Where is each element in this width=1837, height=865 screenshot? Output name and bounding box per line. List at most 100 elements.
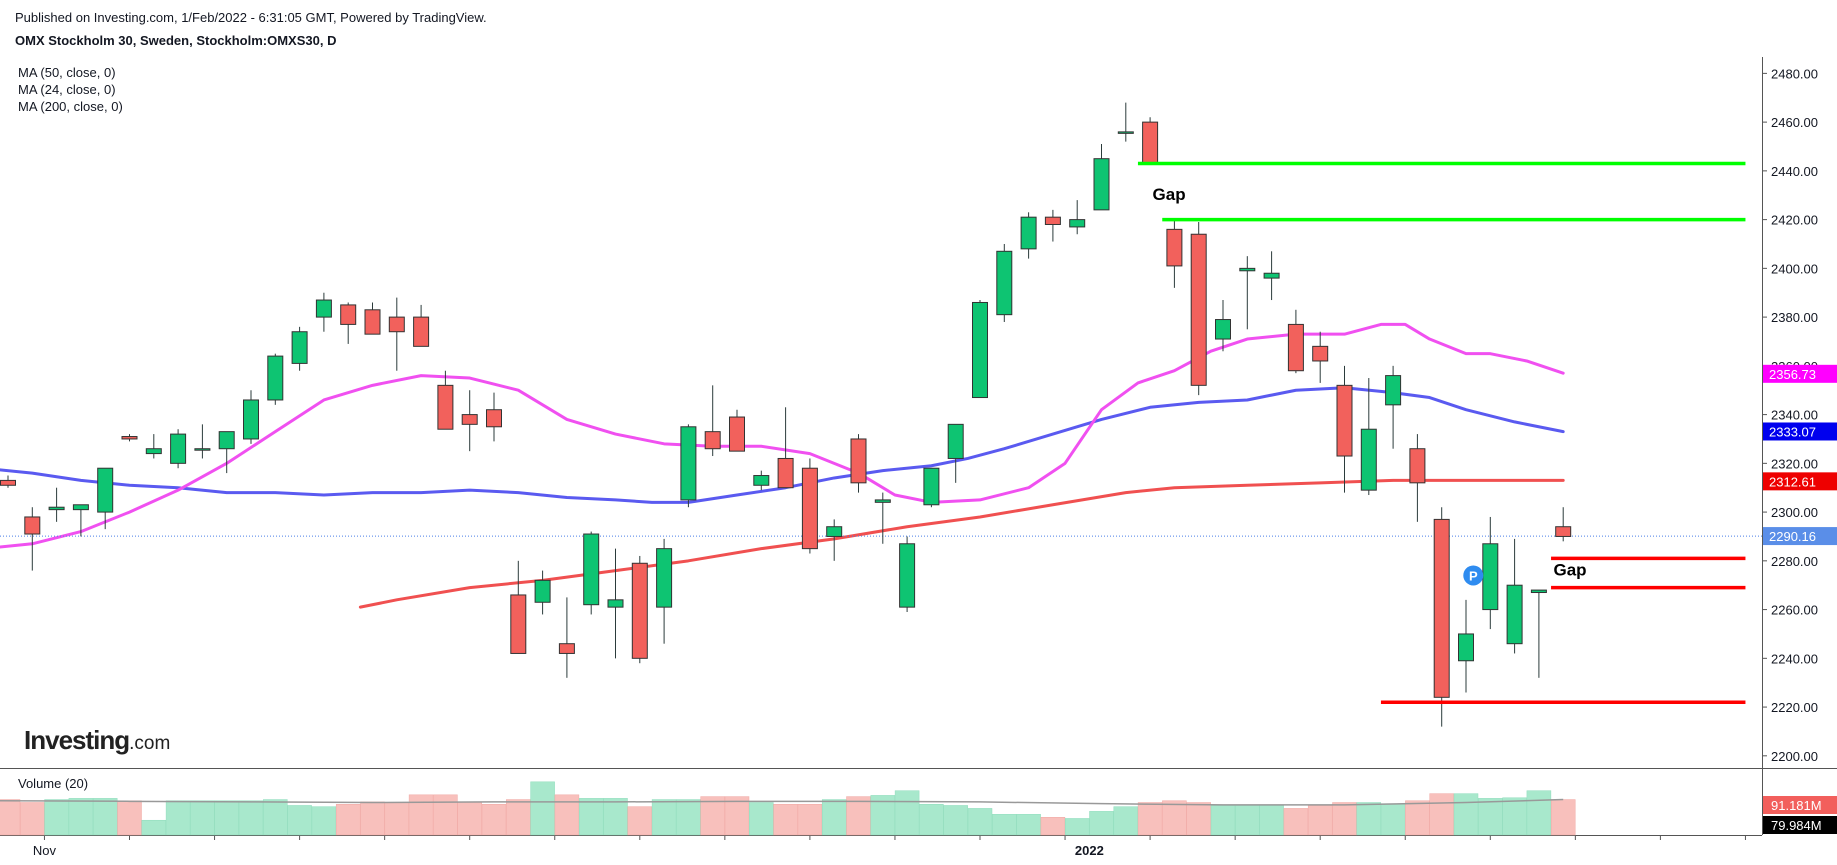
- investing-logo: Investing.com: [24, 725, 170, 756]
- volume-bar: [141, 819, 167, 836]
- candle-body[interactable]: [972, 301, 988, 399]
- candle-body[interactable]: [48, 506, 65, 511]
- candle-body[interactable]: [461, 414, 478, 425]
- volume-bar: [1186, 802, 1211, 836]
- candle-body[interactable]: [1044, 216, 1061, 225]
- candle-body[interactable]: [1166, 228, 1183, 267]
- candle-body[interactable]: [801, 467, 818, 550]
- candle-body[interactable]: [1312, 345, 1329, 362]
- p-marker-icon[interactable]: [1463, 565, 1484, 586]
- candle-body[interactable]: [826, 526, 843, 537]
- candle-body[interactable]: [656, 548, 673, 608]
- candle-body[interactable]: [486, 409, 502, 428]
- indicator-ma200[interactable]: MA (200, close, 0): [18, 99, 123, 114]
- candle-body[interactable]: [72, 504, 89, 511]
- candle-body[interactable]: [1458, 633, 1474, 662]
- candle-body[interactable]: [1142, 121, 1159, 165]
- volume-bar: [992, 814, 1017, 836]
- candle-body[interactable]: [315, 299, 332, 318]
- candle-body[interactable]: [874, 499, 891, 503]
- time-tick-label: Nov: [33, 843, 57, 858]
- candle-body[interactable]: [1482, 543, 1499, 611]
- gap-annotation[interactable]: Gap: [1153, 185, 1186, 204]
- price-label: 2333.07: [1769, 424, 1816, 439]
- candle-body[interactable]: [1239, 267, 1256, 272]
- candle-body[interactable]: [1433, 518, 1450, 698]
- candle-body[interactable]: [1190, 233, 1207, 386]
- candle-body[interactable]: [558, 643, 575, 654]
- indicator-ma50[interactable]: MA (50, close, 0): [18, 65, 116, 80]
- candle-body[interactable]: [145, 448, 162, 455]
- candle-body[interactable]: [947, 423, 964, 459]
- candle-body[interactable]: [1287, 323, 1304, 372]
- candle-body[interactable]: [1409, 448, 1426, 484]
- volume-bar: [749, 802, 774, 836]
- candle-body[interactable]: [243, 399, 259, 440]
- volume-bar: [1550, 799, 1576, 836]
- candle-body[interactable]: [170, 433, 187, 464]
- candle-body[interactable]: [1069, 219, 1086, 228]
- candle-body[interactable]: [510, 594, 527, 654]
- candle-body[interactable]: [1555, 526, 1572, 537]
- price-label: 2356.73: [1769, 367, 1816, 382]
- price-tick-label: 2440.00: [1771, 164, 1818, 179]
- candle-body[interactable]: [1530, 589, 1547, 594]
- candle-body[interactable]: [388, 316, 405, 333]
- candle-body[interactable]: [607, 599, 624, 608]
- volume-label-box: [1763, 816, 1837, 834]
- indicator-ma24[interactable]: MA (24, close, 0): [18, 82, 116, 97]
- candle-body[interactable]: [437, 384, 454, 430]
- candle-body[interactable]: [850, 438, 867, 484]
- volume-label-box: [1763, 796, 1837, 814]
- candle-body[interactable]: [631, 562, 648, 659]
- price-tick-label: 2400.00: [1771, 261, 1818, 276]
- volume-bar: [578, 798, 604, 836]
- candle-body[interactable]: [996, 250, 1013, 316]
- candle-body[interactable]: [413, 316, 430, 347]
- candle-body[interactable]: [1385, 375, 1402, 406]
- candle-body[interactable]: [753, 475, 770, 486]
- price-tick-label: 2220.00: [1771, 700, 1818, 715]
- candle-body[interactable]: [97, 467, 114, 513]
- candle-body[interactable]: [899, 543, 916, 608]
- candle-body[interactable]: [218, 431, 235, 450]
- volume-bar: [1210, 805, 1236, 836]
- candle-body[interactable]: [0, 479, 16, 486]
- candle-body[interactable]: [1360, 428, 1377, 491]
- price-label: 2312.61: [1769, 474, 1816, 489]
- volume-bar: [1453, 793, 1479, 836]
- logo-name: Investing: [24, 725, 130, 755]
- candle-body[interactable]: [364, 309, 381, 335]
- candle-body[interactable]: [291, 331, 308, 364]
- price-tick-label: 2340.00: [1771, 408, 1818, 423]
- candle-body[interactable]: [1020, 216, 1037, 250]
- candle-body[interactable]: [267, 355, 284, 401]
- candle-body[interactable]: [1263, 272, 1280, 279]
- candle-body[interactable]: [534, 579, 551, 603]
- candle-body[interactable]: [680, 426, 697, 501]
- candle-body[interactable]: [1336, 384, 1353, 457]
- candle-body[interactable]: [704, 431, 721, 450]
- volume-bar: [773, 804, 798, 836]
- candle-body[interactable]: [194, 448, 211, 451]
- volume-bar: [20, 802, 45, 836]
- candle-body[interactable]: [1093, 158, 1110, 211]
- p-marker-label: P: [1469, 568, 1478, 583]
- volume-bar: [700, 796, 725, 836]
- candle-body[interactable]: [24, 516, 41, 535]
- candle-body[interactable]: [1215, 319, 1231, 340]
- candle-body[interactable]: [923, 467, 940, 506]
- gap-annotation[interactable]: Gap: [1553, 560, 1586, 579]
- volume-bar: [676, 799, 701, 836]
- volume-bar: [457, 801, 482, 836]
- candle-body[interactable]: [121, 436, 138, 440]
- candle-body[interactable]: [583, 533, 600, 606]
- candle-body[interactable]: [1117, 131, 1134, 134]
- candle-body[interactable]: [340, 304, 357, 325]
- candle-body[interactable]: [729, 416, 745, 452]
- candle-body[interactable]: [1506, 584, 1523, 645]
- candle-body[interactable]: [777, 457, 794, 489]
- volume-bar: [506, 799, 531, 836]
- ma24-line[interactable]: [0, 322, 1565, 549]
